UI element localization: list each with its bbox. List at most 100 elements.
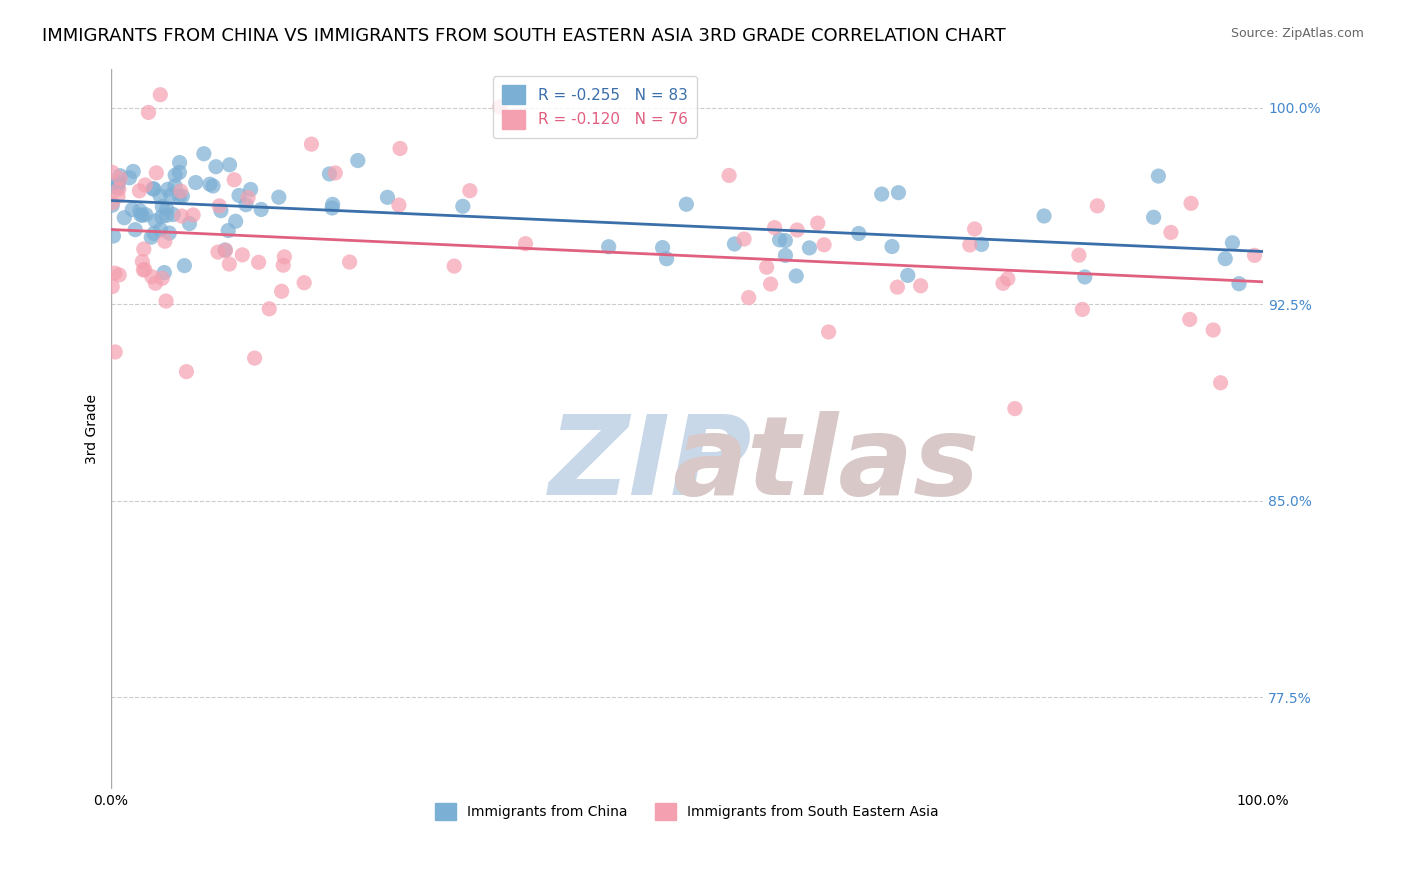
Point: [963, 222, 986, 236]
Point: [129, 203, 152, 218]
Point: [141, 230, 163, 244]
Point: [149, 189, 172, 203]
Point: [322, 197, 344, 211]
Point: [169, 165, 191, 179]
Point: [451, 199, 474, 213]
Point: [134, 178, 156, 192]
Point: [218, 158, 240, 172]
Point: [209, 203, 232, 218]
Point: [134, 262, 156, 277]
Point: [218, 257, 240, 271]
Point: [775, 234, 797, 248]
Point: [121, 202, 143, 217]
Point: [118, 170, 141, 185]
Point: [785, 268, 807, 283]
Point: [1213, 252, 1236, 266]
Point: [155, 208, 177, 222]
Text: Source: ZipAtlas.com: Source: ZipAtlas.com: [1230, 27, 1364, 40]
Point: [132, 242, 155, 256]
Point: [267, 190, 290, 204]
Point: [156, 202, 179, 216]
Point: [488, 100, 510, 114]
Point: [250, 202, 273, 217]
Point: [208, 199, 231, 213]
Point: [169, 155, 191, 169]
Point: [1227, 277, 1250, 291]
Point: [150, 210, 173, 224]
Point: [235, 198, 257, 212]
Point: [176, 365, 198, 379]
Point: [138, 105, 160, 120]
Point: [142, 182, 165, 196]
Point: [103, 229, 125, 244]
Point: [145, 166, 167, 180]
Y-axis label: 3rd Grade: 3rd Grade: [86, 394, 100, 464]
Point: [655, 252, 678, 266]
Point: [887, 186, 910, 200]
Point: [1004, 401, 1026, 416]
Point: [807, 216, 830, 230]
Point: [997, 271, 1019, 285]
Point: [910, 278, 932, 293]
Point: [156, 182, 179, 196]
Point: [318, 167, 340, 181]
Point: [101, 165, 124, 179]
Point: [1178, 312, 1201, 326]
Point: [132, 263, 155, 277]
Point: [198, 178, 221, 192]
Point: [388, 198, 411, 212]
Point: [173, 259, 195, 273]
Point: [179, 217, 201, 231]
Point: [112, 211, 135, 225]
Point: [101, 196, 124, 211]
Point: [733, 232, 755, 246]
Point: [231, 248, 253, 262]
Point: [1180, 196, 1202, 211]
Point: [165, 168, 187, 182]
Point: [880, 239, 903, 253]
Point: [239, 182, 262, 196]
Point: [1071, 302, 1094, 317]
Point: [323, 166, 346, 180]
Point: [515, 236, 537, 251]
Point: [458, 184, 481, 198]
Point: [143, 214, 166, 228]
Point: [243, 351, 266, 365]
Point: [775, 248, 797, 262]
Point: [228, 188, 250, 202]
Point: [786, 223, 808, 237]
Point: [755, 260, 778, 275]
Point: [1202, 323, 1225, 337]
Point: [108, 268, 131, 282]
Point: [172, 189, 194, 203]
Text: ZIP: ZIP: [548, 411, 752, 518]
Point: [217, 223, 239, 237]
Point: [848, 227, 870, 241]
Point: [897, 268, 920, 283]
Point: [153, 234, 176, 248]
Point: [1160, 226, 1182, 240]
Point: [128, 184, 150, 198]
Point: [886, 280, 908, 294]
Point: [104, 345, 127, 359]
Point: [1143, 211, 1166, 225]
Point: [236, 191, 259, 205]
Point: [321, 201, 343, 215]
Point: [273, 250, 295, 264]
Point: [107, 189, 129, 203]
Point: [723, 237, 745, 252]
Point: [270, 285, 292, 299]
Point: [163, 178, 186, 193]
Point: [122, 164, 145, 178]
Point: [377, 190, 399, 204]
Point: [339, 255, 361, 269]
Point: [389, 141, 412, 155]
Point: [131, 208, 153, 222]
Point: [162, 208, 184, 222]
Point: [108, 171, 131, 186]
Point: [271, 258, 294, 272]
Point: [1085, 199, 1108, 213]
Point: [1033, 209, 1056, 223]
Point: [768, 233, 790, 247]
Point: [225, 214, 247, 228]
